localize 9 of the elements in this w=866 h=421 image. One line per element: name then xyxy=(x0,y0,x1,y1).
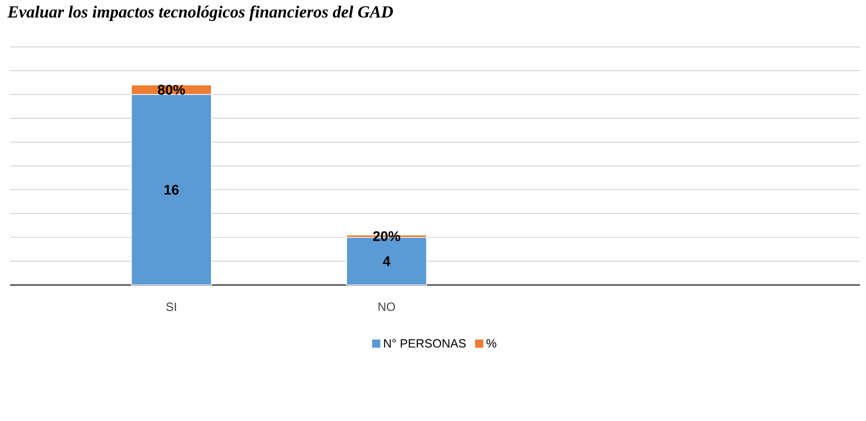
x-tick-label: SI xyxy=(166,302,176,311)
x-tick-label: NO xyxy=(378,302,395,311)
data-label: 16 xyxy=(164,184,179,195)
legend-label: N° PERSONAS xyxy=(384,339,466,348)
chart-title: Evaluar los impactos tecnológicos financieros del GAD xyxy=(7,6,393,22)
legend-label: % xyxy=(486,339,496,348)
data-label: 4 xyxy=(382,256,390,266)
data-label: 80% xyxy=(158,84,185,95)
data-label: 20% xyxy=(373,231,400,242)
